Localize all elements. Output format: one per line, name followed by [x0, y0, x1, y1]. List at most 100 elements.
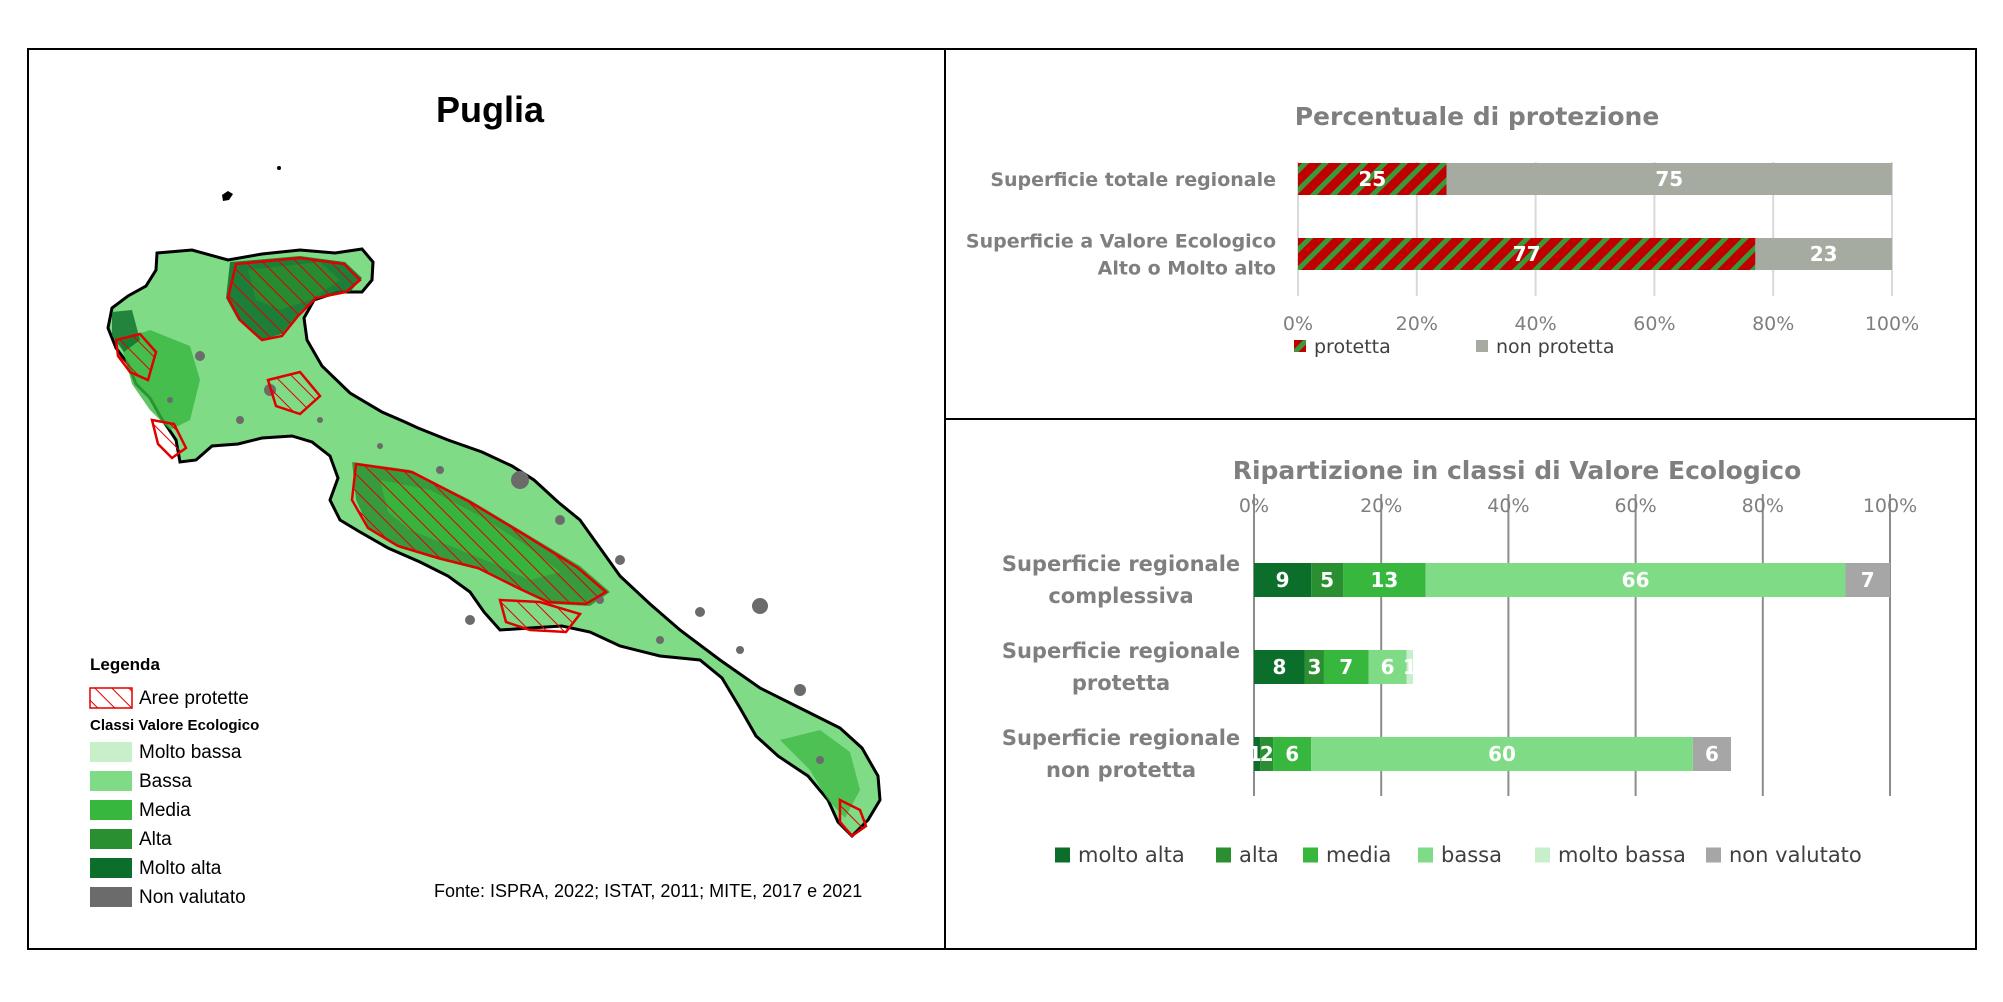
map-legend-title: Legenda: [90, 655, 160, 674]
svg-text:Superficie a Valore Ecologico: Superficie a Valore Ecologico: [966, 231, 1276, 253]
map-title: Puglia: [436, 89, 545, 130]
chart1-data-label: 77: [1513, 242, 1541, 266]
chart1-tick-label: 0%: [1283, 313, 1313, 335]
svg-text:non protetta: non protetta: [1496, 336, 1615, 358]
chart1-title: Percentuale di protezione: [1295, 102, 1660, 131]
svg-text:protetta: protetta: [1072, 671, 1170, 695]
chart2-data-label: 13: [1370, 568, 1398, 592]
svg-text:Superficie regionale: Superficie regionale: [1002, 639, 1240, 663]
chart1-legend-item-non-protetta: non protetta: [1476, 336, 1615, 358]
chart1-tick-label: 40%: [1514, 313, 1556, 335]
legend-swatch-alta: [90, 829, 132, 849]
chart2-data-label: 60: [1488, 742, 1516, 766]
chart2-tick-label: 0%: [1239, 495, 1269, 517]
panel-divider-vertical: [944, 48, 946, 950]
chart1-category-label: Superficie a Valore Ecologico Alto o Molt…: [966, 231, 1276, 280]
chart2-bar-bassa: [1425, 563, 1846, 597]
chart2-bar-alta: [1260, 737, 1274, 771]
chart1-bar-protetta: [1298, 238, 1756, 270]
legend-label-bassa: Bassa: [139, 771, 192, 792]
legend-swatch-media: [90, 800, 132, 820]
svg-text:Alto o Molto alto: Alto o Molto alto: [1098, 258, 1276, 280]
legend-label-molto-bassa: Molto bassa: [139, 742, 242, 763]
svg-text:alta: alta: [1239, 843, 1279, 867]
chart2-legend-item-non-valutato: non valutato: [1706, 843, 1862, 867]
chart1-tick-label: 60%: [1633, 313, 1675, 335]
chart2-data-label: 6: [1381, 655, 1395, 679]
map-source: Fonte: ISPRA, 2022; ISTAT, 2011; MITE, 2…: [434, 881, 862, 901]
chart2-data-label: 2: [1260, 742, 1274, 766]
chart2-data-label: 7: [1339, 655, 1353, 679]
legend-swatch-bassa: [90, 771, 132, 791]
puglia-region-shape: [106, 247, 882, 839]
chart2-tick-label: 80%: [1742, 495, 1784, 517]
svg-text:non protetta: non protetta: [1046, 758, 1196, 782]
svg-text:complessiva: complessiva: [1048, 584, 1193, 608]
chart2-bar-non-valutato: [1692, 737, 1731, 771]
chart2-bar-alta: [1304, 650, 1324, 684]
chart2-bar-bassa: [1368, 650, 1407, 684]
legend-swatch-molto-bassa: [90, 742, 132, 762]
chart2-bar-media: [1323, 650, 1369, 684]
svg-text:Superficie regionale: Superficie regionale: [1002, 726, 1240, 750]
chart2-title: Ripartizione in classi di Valore Ecologi…: [1233, 456, 1802, 485]
chart1-category-label: Superficie totale regionale: [990, 169, 1276, 191]
chart1-bar-protetta: [1298, 163, 1447, 195]
chart2-data-label: 66: [1622, 568, 1650, 592]
legend-label-media: Media: [139, 800, 191, 821]
chart1-legend-item-protetta: protetta: [1294, 336, 1391, 358]
chart1-tick-label: 100%: [1865, 313, 1919, 335]
legend-swatch-non-valutato: [90, 887, 132, 907]
legend-label-alta: Alta: [139, 829, 172, 850]
svg-text:Superficie totale regionale: Superficie totale regionale: [990, 169, 1276, 191]
chart2-data-label: 6: [1285, 742, 1299, 766]
svg-text:protetta: protetta: [1314, 336, 1391, 358]
chart2-data-label: 1: [1248, 742, 1262, 766]
chart2-category-label: Superficie regionale complessiva: [1002, 552, 1240, 608]
chart1-tick-label: 80%: [1752, 313, 1794, 335]
svg-text:bassa: bassa: [1441, 843, 1502, 867]
chart2-data-label: 3: [1307, 655, 1321, 679]
chart2-data-label: 6: [1705, 742, 1719, 766]
chart2-bar-molto-alta: [1254, 737, 1261, 771]
chart1-data-label: 25: [1358, 167, 1386, 191]
chart2-data-label: 7: [1861, 568, 1875, 592]
legend-label-molto-alta: Molto alta: [139, 858, 222, 879]
legend-label-non-valutato: Non valutato: [139, 887, 246, 908]
chart1-tick-label: 20%: [1396, 313, 1438, 335]
chart2-legend-item-alta: alta: [1216, 843, 1279, 867]
chart2-data-label: 8: [1272, 655, 1286, 679]
chart1-bar-non-protetta: [1755, 238, 1892, 270]
chart2-legend-item-bassa: bassa: [1418, 843, 1502, 867]
svg-text:media: media: [1326, 843, 1391, 867]
chart2-data-label: 9: [1276, 568, 1290, 592]
puglia-map-panel: Puglia: [89, 89, 882, 908]
chart2-data-label: 1: [1403, 655, 1417, 679]
legend-swatch-molto-alta: [90, 858, 132, 878]
chart2-bar-media: [1273, 737, 1312, 771]
chart2-category-label: Superficie regionale protetta: [1002, 639, 1240, 695]
chart2-bar-molto-alta: [1254, 563, 1312, 597]
tremiti-islands: [222, 166, 281, 201]
chart2-bar-non-valutato: [1845, 563, 1890, 597]
chart2-tick-label: 20%: [1360, 495, 1402, 517]
svg-text:molto alta: molto alta: [1078, 843, 1185, 867]
chart2-bar-molto-bassa: [1406, 650, 1413, 684]
legend-classes-title: Classi Valore Ecologico: [90, 717, 259, 734]
chart2-data-label: 5: [1320, 568, 1334, 592]
protection-chart: Percentuale di protezione 25 75 77 23 Super…: [966, 102, 1919, 358]
figure-frame: [27, 48, 1977, 950]
chart2-tick-label: 40%: [1487, 495, 1529, 517]
chart1-data-label: 23: [1810, 242, 1838, 266]
legend-protected-swatch: [89, 687, 133, 709]
map-legend: Legenda Aree protette Classi Valore Ecol…: [89, 655, 259, 908]
ecological-classes-chart: Ripartizione in classi di Valore Ecologi…: [1002, 456, 1917, 867]
chart2-tick-label: 100%: [1863, 495, 1917, 517]
svg-text:molto bassa: molto bassa: [1558, 843, 1686, 867]
chart2-tick-label: 60%: [1614, 495, 1656, 517]
chart1-data-label: 75: [1655, 167, 1683, 191]
chart1-bar-non-protetta: [1446, 163, 1892, 195]
chart2-legend-item-media: media: [1303, 843, 1391, 867]
chart2-bar-media: [1343, 563, 1426, 597]
svg-text:Superficie regionale: Superficie regionale: [1002, 552, 1240, 576]
